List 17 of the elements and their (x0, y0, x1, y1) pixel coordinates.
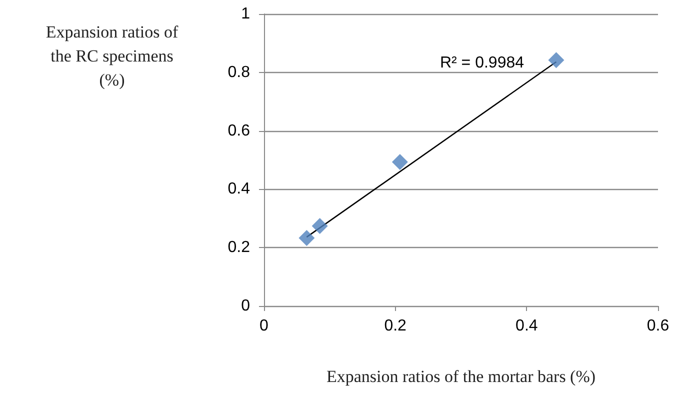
annotation: R² = 0.9984 (440, 54, 524, 72)
x-tick-label: 0 (260, 318, 269, 334)
y-tick-label: 0 (241, 298, 250, 314)
point (548, 52, 564, 68)
y-tick-label: 0.2 (228, 239, 250, 256)
point (392, 154, 408, 170)
y-tick-label: 0.4 (228, 180, 250, 198)
y-tick-label: 0.6 (228, 122, 250, 140)
x-tick-label: 0.2 (384, 318, 407, 334)
x-tick-label: 0.6 (646, 318, 670, 334)
point (298, 230, 315, 246)
y-axis-title: Expansion ratios of the RC specimens (%) (46, 22, 178, 90)
y-tick-label: 0.8 (228, 64, 250, 81)
point (312, 218, 328, 234)
y-tick-label: 1 (241, 6, 250, 22)
x-axis-title: Expansion ratios of the mortar bars (%) (326, 367, 596, 386)
x-tick-label: 0.4 (516, 318, 538, 334)
